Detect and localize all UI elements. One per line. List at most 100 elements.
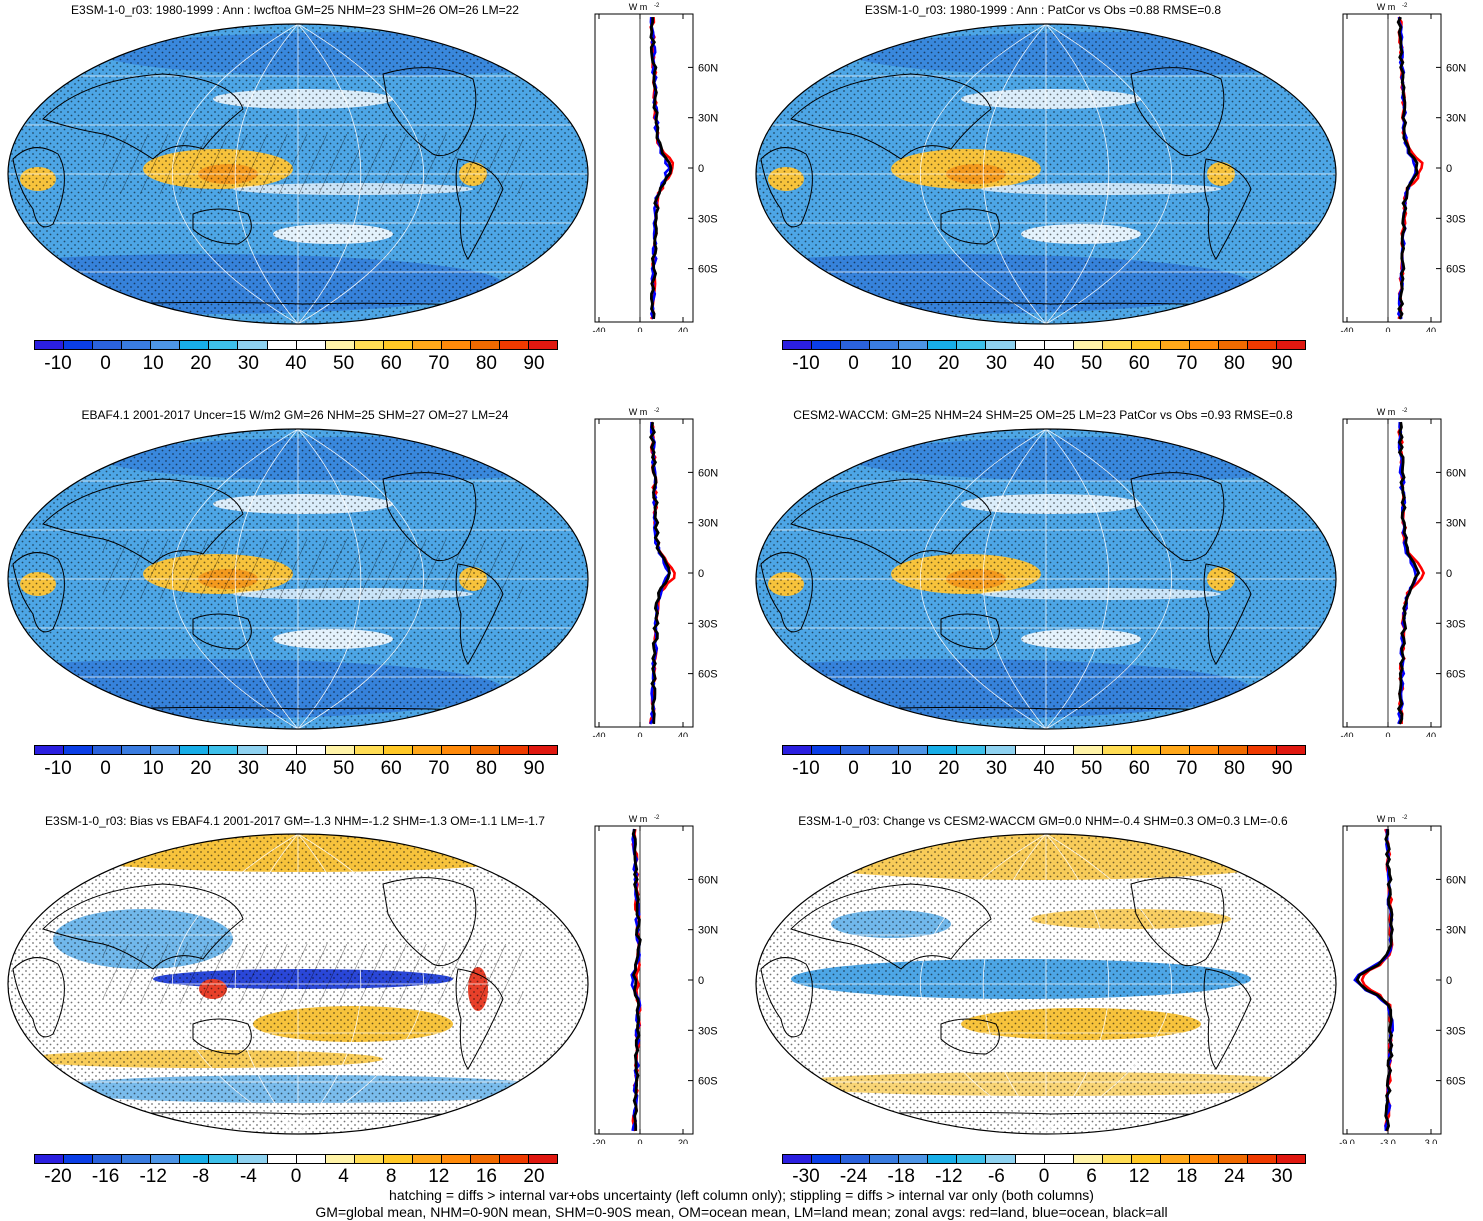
colorbar-tick-label: -10 [44, 353, 72, 374]
colorbar-swatch [383, 341, 413, 349]
colorbar-swatch [841, 341, 871, 349]
colorbar-swatch [64, 341, 94, 349]
colorbar-swatch [296, 1155, 326, 1163]
graticule [8, 429, 588, 729]
colorbar-swatch [1102, 1155, 1132, 1163]
latitude-label: 30S [698, 618, 718, 630]
map-panel-5: E3SM-1-0_r03: Bias vs EBAF4.1 2001-2017 … [0, 812, 735, 1212]
colorbar-tick-label: 20 [190, 758, 212, 779]
latitude-label: 60N [1446, 874, 1466, 886]
colorbar-tick-label: -12 [935, 1166, 963, 1187]
colorbar-swatch [1248, 1155, 1278, 1163]
colorbar-tick-label: 30 [985, 353, 1007, 374]
colorbar-tick-label: 60 [1128, 353, 1150, 374]
colorbar-swatch [1160, 746, 1190, 754]
colorbar-tick-label: -10 [792, 353, 820, 374]
colorbar-swatch [1044, 1155, 1074, 1163]
map-border [755, 833, 1337, 1135]
colorbar-swatch [841, 1155, 871, 1163]
colorbar-tick-label: 70 [1176, 758, 1198, 779]
africa-coast [12, 552, 65, 633]
latitude-label: 60S [1446, 669, 1466, 681]
colorbar-labels: -10 0 10 20 30 40 50 60 70 80 90 [782, 353, 1306, 377]
zonal-all-curve [1396, 421, 1421, 725]
colorbar [34, 745, 558, 755]
south-america-coast [455, 968, 504, 1070]
north-america-coast [382, 472, 477, 562]
colorbar-swatch [1248, 746, 1278, 754]
colorbar-swatch [783, 341, 813, 349]
latitude-label: 60S [698, 264, 718, 276]
zonal-x-tick-label: 40 [678, 731, 688, 737]
colorbar-swatch [986, 341, 1016, 349]
colorbar-swatch [151, 1155, 181, 1163]
eurasia-coast [42, 883, 244, 970]
colorbar-tick-label: 80 [475, 353, 497, 374]
zonal-x-tick-label: 40 [1426, 731, 1436, 737]
zonal-mean-plot: W m -2 -40 0 40 60N 30N 0 30S 60S [592, 407, 718, 737]
colorbar-tick-label: 10 [142, 758, 164, 779]
graticule [8, 24, 588, 324]
colorbar-swatch [441, 1155, 471, 1163]
map-panel-4: CESM2-WACCM: GM=25 NHM=24 SHM=25 OM=25 L… [748, 405, 1483, 805]
africa-coast [760, 957, 813, 1038]
latitude-label: 60N [698, 62, 718, 74]
africa-coast [12, 957, 65, 1038]
latitude-label: 0 [1446, 163, 1452, 175]
colorbar-swatch [1044, 341, 1074, 349]
colorbar-tick-label: 70 [428, 353, 450, 374]
zonal-x-tick-label: 0 [637, 731, 642, 737]
panel-title: E3SM-1-0_r03: 1980-1999 : Ann : lwcftoa … [71, 3, 519, 17]
colorbar-swatch [35, 1155, 65, 1163]
colorbar-swatch [180, 341, 210, 349]
colorbar-swatch [1248, 341, 1278, 349]
colorbar-swatch [529, 1155, 558, 1163]
colorbar-labels: -10 0 10 20 30 40 50 60 70 80 90 [34, 758, 558, 782]
zonal-frame [1342, 13, 1442, 323]
north-america-coast [382, 877, 477, 967]
colorbar-swatch [412, 746, 442, 754]
south-america-coast [455, 563, 504, 665]
colorbar-tick-label: 10 [890, 353, 912, 374]
latitude-label: 0 [1446, 568, 1452, 580]
colorbar-swatch [812, 746, 842, 754]
colorbar-tick-label: 12 [428, 1166, 450, 1187]
zonal-all-curve [1396, 16, 1419, 320]
colorbar-swatch [1218, 746, 1248, 754]
colorbar-swatch [209, 1155, 239, 1163]
colorbar-tick-label: 50 [1081, 758, 1103, 779]
hatching [103, 539, 523, 599]
eurasia-coast [790, 478, 992, 565]
panel-title: E3SM-1-0_r03: 1980-1999 : Ann : PatCor v… [864, 3, 1222, 17]
zonal-frame [594, 418, 694, 728]
zonal-unit-sup: -2 [654, 3, 660, 9]
eurasia-coast [790, 883, 992, 970]
map-border [7, 23, 589, 325]
colorbar-swatch [529, 746, 558, 754]
latitude-label: 60N [1446, 62, 1466, 74]
hatching [103, 944, 523, 1004]
latitude-label: 30N [1446, 518, 1466, 530]
colorbar-tick-label: 20 [938, 353, 960, 374]
colorbar-swatch [1218, 341, 1248, 349]
colorbar-swatch [383, 746, 413, 754]
map-panel-3: EBAF4.1 2001-2017 Uncer=15 W/m2 GM=26 NH… [0, 405, 735, 805]
zonal-unit-sup: -2 [654, 815, 660, 821]
south-america-coast [1203, 563, 1252, 665]
colorbar-swatch [354, 746, 384, 754]
colorbar-swatch [93, 341, 123, 349]
colorbar-swatch [1189, 746, 1219, 754]
colorbar-swatch [151, 746, 181, 754]
zonal-unit-sup: -2 [1402, 408, 1408, 414]
graticule [756, 24, 1336, 324]
colorbar-swatch [1073, 341, 1103, 349]
colorbar-swatch [500, 746, 530, 754]
colorbar-swatch [1131, 1155, 1161, 1163]
latitude-label: 60S [1446, 1076, 1466, 1088]
zonal-x-tick-label: 0 [637, 1138, 642, 1144]
map-panel-6: E3SM-1-0_r03: Change vs CESM2-WACCM GM=0… [748, 812, 1483, 1212]
zonal-x-tick-label: 40 [1426, 326, 1436, 332]
latitude-label: 60S [1446, 264, 1466, 276]
robinson-map [755, 428, 1337, 730]
colorbar [782, 1154, 1306, 1164]
